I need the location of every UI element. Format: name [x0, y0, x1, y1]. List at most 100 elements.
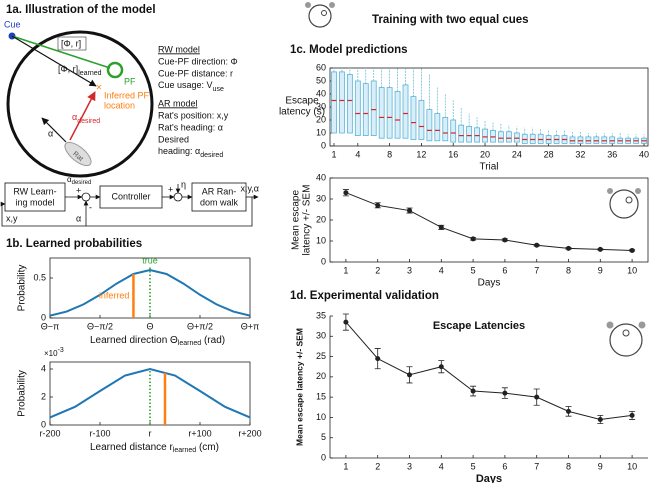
label-box: [57, 36, 87, 51]
sum: [173, 192, 183, 202]
x-axis-label: Days: [476, 473, 502, 483]
x-tick-label: 4: [355, 149, 360, 159]
point: [534, 242, 540, 248]
base: α: [72, 112, 77, 122]
ar-line: Desired: [158, 134, 189, 144]
y-tick-label: 5: [321, 432, 326, 442]
cue-pf-line: [11, 35, 111, 69]
point: [629, 412, 635, 418]
box: [537, 133, 544, 144]
x-axis-label: Learned distance rlearned (cm): [90, 442, 219, 454]
point: [597, 246, 603, 252]
icon: [305, 2, 335, 28]
box: [434, 113, 441, 142]
rw-heading: RW model: [158, 44, 200, 54]
pool: [6, 30, 154, 178]
point: [407, 372, 412, 378]
x-tick-label: 5: [471, 461, 476, 471]
box: [339, 71, 345, 134]
y-tick-label: 0: [321, 256, 326, 266]
alpha-label: α: [48, 128, 53, 138]
tail: (cm): [196, 442, 219, 453]
rat: [64, 141, 92, 167]
minus: -: [89, 202, 92, 212]
box: [474, 127, 480, 143]
controller-label: Controller: [111, 191, 150, 201]
sub: desired: [72, 180, 92, 186]
icon: [606, 321, 646, 357]
x-tick-label: 40: [639, 149, 649, 159]
y-tick-label: 40: [316, 88, 326, 98]
axes-frame: [49, 257, 251, 319]
box: [410, 96, 417, 140]
box: [482, 128, 488, 143]
box: [378, 87, 385, 139]
y-axis-label: Escape: [285, 96, 319, 107]
y-tick-label: 30: [316, 331, 326, 341]
x-tick-label: 7: [534, 461, 539, 471]
x-tick-label: 10: [627, 265, 637, 275]
box: [331, 71, 337, 134]
cue-label: Cue: [4, 19, 21, 29]
y-tick-label: 10: [316, 412, 326, 422]
base: Cue usage: V: [158, 80, 213, 90]
x-tick-label: 1: [343, 461, 348, 471]
point: [470, 236, 476, 242]
box: [529, 133, 536, 144]
y-tick-label: 25: [316, 351, 326, 361]
alpha-desired: αdesired: [67, 175, 91, 185]
y-axis-label: Mean escape latency +/- SEM: [294, 328, 304, 446]
ar-box-label: dom walk: [200, 197, 239, 207]
chart-title: Escape Latencies: [433, 320, 525, 332]
icon: [607, 188, 641, 219]
y-tick-label: 15: [316, 392, 326, 402]
x-tick-label: 3: [407, 265, 412, 275]
point: [438, 224, 444, 230]
point: [438, 364, 444, 370]
y-tick-label: 30: [316, 193, 326, 203]
curve: [49, 367, 251, 419]
x-tick-label: 3: [407, 461, 412, 471]
alpha-desired: αdesired: [72, 112, 100, 124]
x-tick-label: r+200: [238, 428, 261, 438]
sub: desired: [77, 118, 100, 125]
point: [470, 388, 476, 394]
x-tick-label: 4: [439, 265, 444, 275]
box: [394, 91, 401, 139]
box: [585, 136, 592, 144]
base: Learned distance r: [90, 442, 174, 453]
sup: -3: [58, 347, 64, 354]
x-tick-label: 1: [331, 149, 336, 159]
point: [566, 245, 571, 251]
base: α: [67, 175, 72, 184]
pf: [106, 61, 124, 79]
point: [407, 208, 412, 214]
inferred-label: Inferred PF: [104, 90, 150, 100]
inferred-label: location: [104, 100, 135, 110]
point: [375, 202, 381, 208]
box: [593, 136, 600, 144]
phi-r-learned: [Φ, r]learned: [58, 64, 102, 76]
sum: [81, 192, 91, 202]
line: [345, 321, 633, 420]
box: [498, 131, 504, 143]
base: Learned direction Θ: [90, 335, 178, 346]
x-tick-label: 10: [627, 461, 637, 471]
x-tick-label: 5: [471, 265, 476, 275]
x-tick-label: 2: [375, 265, 380, 275]
y-axis-label: Probability: [17, 370, 28, 417]
x-tick-label: 9: [598, 265, 603, 275]
header: Training with two equal cues: [372, 14, 529, 26]
plus: +: [168, 184, 173, 194]
box: [458, 124, 465, 143]
y-tick-label: 20: [316, 371, 326, 381]
y-tick-label: 40: [316, 172, 326, 182]
x-tick-label: 8: [387, 149, 392, 159]
box: [609, 136, 616, 144]
x-tick-label: r-100: [89, 428, 110, 438]
x-tick-label: 6: [502, 461, 507, 471]
x-tick-label: 1: [343, 265, 348, 275]
curve: [49, 268, 251, 317]
box: [521, 133, 528, 144]
